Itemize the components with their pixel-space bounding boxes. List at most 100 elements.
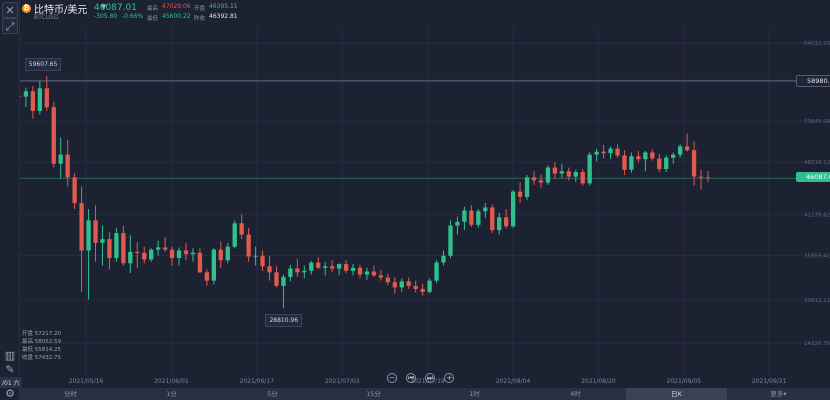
price-tick-label: 24226.75: [804, 341, 830, 347]
ohlc-low: 最低 55814.25: [22, 347, 61, 353]
indicator-icon[interactable]: ▥: [4, 349, 16, 362]
candle-body: [671, 154, 676, 158]
bitcoin-icon: ₿: [22, 4, 31, 13]
candle-body: [420, 288, 425, 292]
current-price-label: 46087.01: [796, 172, 830, 183]
candle: [260, 250, 265, 271]
candle: [504, 208, 509, 229]
candle-body: [573, 172, 578, 177]
crosshair-date-label: /01 六: [0, 377, 22, 388]
tab-timeframe-daily[interactable]: 日K: [626, 388, 727, 400]
tab-timeframe-1m[interactable]: 1分: [166, 390, 177, 398]
chart-grid: [20, 28, 830, 376]
period-low-callout: 28810.96: [265, 314, 303, 328]
candle-body: [643, 152, 648, 160]
candle-body: [156, 247, 161, 250]
date-tick-label: 2021/07/03: [325, 378, 360, 385]
candle-body: [378, 275, 384, 278]
candle-body: [253, 255, 258, 257]
candle-body: [413, 285, 418, 289]
candle: [643, 150, 648, 172]
scroll-back-button[interactable]: ⏮: [406, 373, 417, 383]
tab-timeframe-more[interactable]: 更多▾: [770, 390, 787, 398]
candle: [650, 149, 655, 161]
candle: [330, 260, 335, 273]
candle: [364, 267, 370, 280]
candle: [288, 264, 293, 282]
candle: [65, 139, 70, 187]
settings-icon[interactable]: ⚙: [5, 387, 15, 400]
candlestick-chart[interactable]: 64012.2559070.1153645.0448218.1241278.62…: [20, 28, 830, 388]
candle-body: [211, 249, 216, 281]
zoom-in-button[interactable]: +: [444, 373, 455, 383]
candle-body: [23, 91, 29, 97]
tab-timeframe-1h[interactable]: 1时: [469, 390, 480, 398]
candle: [566, 167, 571, 181]
candle: [497, 212, 502, 235]
candle: [190, 248, 196, 262]
candle-body: [246, 234, 251, 257]
zoom-out-button[interactable]: −: [387, 373, 397, 383]
candle-body: [580, 172, 585, 184]
candle-body: [434, 262, 439, 281]
ohlc-open: 开盘 57217.20: [22, 331, 61, 337]
candle: [378, 270, 384, 281]
candle: [678, 144, 683, 158]
candle-body: [135, 251, 140, 253]
candle-body: [162, 247, 168, 250]
candle: [434, 260, 439, 283]
candle-body: [448, 225, 453, 256]
tab-timeframe-tick[interactable]: 分时: [64, 390, 77, 398]
candle: [309, 261, 314, 275]
candle-body: [204, 272, 210, 281]
candle-body: [385, 277, 390, 283]
candle: [476, 208, 481, 228]
chevron-down-icon[interactable]: ▼: [101, 3, 107, 11]
candle-body: [531, 177, 537, 181]
tab-timeframe-4h[interactable]: 4时: [570, 390, 581, 398]
candle: [420, 283, 425, 296]
candle-body: [490, 207, 495, 231]
candle-body: [552, 167, 558, 174]
candle-body: [149, 249, 154, 260]
candle: [517, 182, 523, 203]
candle: [295, 258, 300, 277]
symbol-name[interactable]: 比特币/美元: [34, 5, 88, 16]
candle: [162, 236, 168, 252]
candle: [406, 277, 411, 289]
candle-body: [309, 262, 314, 271]
candle-body: [20, 95, 22, 97]
candle: [538, 174, 544, 188]
fullscreen-icon[interactable]: ⤢: [2, 18, 18, 34]
candle-body: [197, 252, 203, 273]
open-label: 开盘: [194, 6, 206, 12]
candle: [20, 95, 22, 97]
candle: [664, 155, 669, 173]
candle-body: [30, 91, 36, 111]
candle: [232, 220, 237, 249]
candle: [559, 163, 564, 179]
candle-body: [538, 180, 544, 183]
candle: [79, 186, 84, 292]
change-abs: -305.80: [94, 13, 118, 20]
candle-body: [587, 154, 592, 184]
close-icon[interactable]: ✕: [2, 2, 18, 18]
draw-icon[interactable]: ✎: [5, 363, 15, 376]
candle: [169, 246, 175, 266]
candle-body: [79, 202, 84, 251]
candle: [176, 247, 182, 266]
candle-body: [476, 211, 481, 225]
tab-timeframe-5m[interactable]: 5分: [267, 390, 278, 398]
candle-body: [392, 282, 397, 288]
price-tick-label: 35855.41: [804, 253, 830, 259]
tab-timeframe-15m[interactable]: 15分: [366, 390, 381, 398]
candle: [594, 148, 599, 162]
candle: [239, 214, 244, 240]
candle: [698, 169, 704, 190]
candle-body: [274, 272, 279, 286]
low-value: 45600.22: [162, 13, 191, 20]
scroll-forward-button[interactable]: ⏭: [425, 373, 436, 383]
ohlc-panel: 开盘 57217.20 最高 58052.59 最低 55814.25 收盘 5…: [22, 330, 61, 362]
candle-body: [504, 217, 509, 227]
candle: [545, 165, 551, 185]
